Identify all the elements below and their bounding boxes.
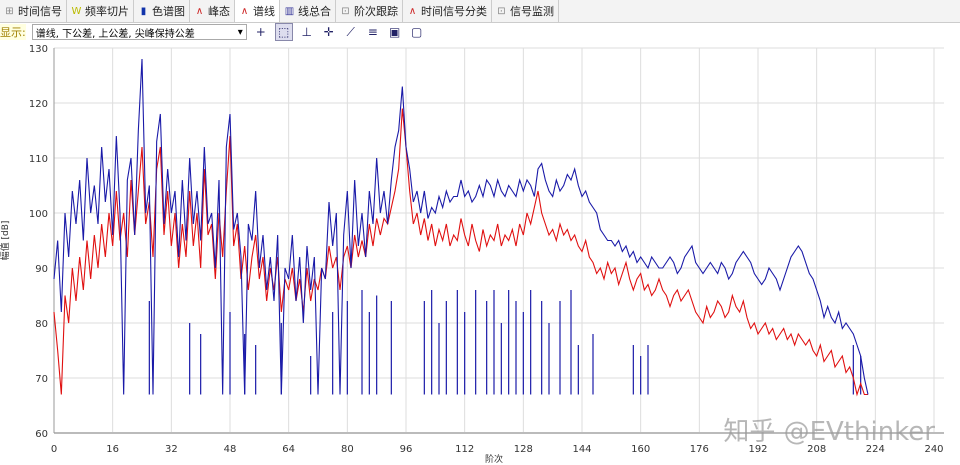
x-axis-label: 阶次 [485, 453, 503, 465]
add-cursor-icon[interactable]: + [255, 25, 266, 39]
tab-label: 阶次跟踪 [354, 5, 398, 18]
tab-time-signal[interactable]: ⊞ 时间信号 [0, 0, 67, 22]
x-tick-label: 48 [224, 444, 237, 455]
line-tool-icon[interactable]: ⟋ [346, 24, 355, 39]
x-tick-label: 80 [341, 444, 354, 455]
tab-label: 频率切片 [85, 5, 129, 18]
x-tick-label: 160 [631, 444, 650, 455]
y-tick-label: 120 [29, 99, 48, 110]
watermark: 知乎 @EVthinker [723, 417, 935, 447]
tab-signal-monitor[interactable]: ⊡ 信号监测 [492, 0, 559, 22]
bar-sum-icon: ▥ [284, 5, 295, 17]
time-classify-icon: ∧ [408, 5, 417, 17]
y-tick-label: 70 [35, 374, 48, 385]
order-tracking-icon: ⊡ [341, 5, 350, 17]
x-tick-label: 128 [514, 444, 533, 455]
x-tick-label: 112 [455, 444, 474, 455]
time-signal-icon: ⊞ [5, 5, 14, 17]
x-tick-label: 16 [106, 444, 119, 455]
tab-label: 时间信号 [18, 5, 62, 18]
tab-label: 谱线 [253, 5, 275, 18]
zoom-box-icon[interactable]: ⬚ [274, 23, 293, 41]
tab-spectrum[interactable]: ∧ 谱线 [235, 0, 280, 22]
x-tick-label: 96 [400, 444, 413, 455]
x-tick-label: 0 [51, 444, 57, 455]
camera-icon[interactable]: ▣ [389, 25, 401, 39]
display-select-value: 谱线, 下公差, 上公差, 尖峰保持公差 [35, 28, 195, 40]
chevron-down-icon: ▾ [237, 26, 243, 38]
tab-colormap[interactable]: ▮ 色谱图 [134, 0, 190, 22]
tab-peak[interactable]: ∧ 峰态 [190, 0, 235, 22]
spectrum-icon: ∧ [240, 5, 249, 17]
tab-bar: ⊞ 时间信号 W 频率切片 ▮ 色谱图 ∧ 峰态 ∧ 谱线 ▥ 线总合 ⊡ 阶次跟踪 ∧ 时间信号分类 ⊡ 信号监… [0, 0, 960, 23]
y-tick-label: 130 [29, 44, 48, 55]
y-axis-label: 幅值 [dB] [0, 221, 11, 261]
tab-order-tracking[interactable]: ⊡ 阶次跟踪 [336, 0, 403, 22]
tab-label: 色谱图 [152, 5, 185, 18]
y-tick-label: 60 [35, 429, 48, 440]
tab-label: 信号监测 [510, 5, 554, 18]
x-tick-label: 144 [572, 444, 591, 455]
toolbar: 显示: 谱线, 下公差, 上公差, 尖峰保持公差 ▾ + ⬚ ⊥ ✛ ⟋ ≡ ▣ … [0, 22, 960, 42]
x-tick-label: 208 [807, 444, 826, 455]
y-tick-label: 100 [29, 209, 48, 220]
tab-frequency-slice[interactable]: W 频率切片 [67, 0, 134, 22]
fit-icon[interactable]: ▢ [411, 25, 423, 39]
x-tick-label: 64 [282, 444, 295, 455]
x-tick-label: 240 [924, 444, 943, 455]
display-label: 显示: [0, 24, 26, 40]
y-tick-label: 110 [29, 154, 48, 165]
tab-label: 时间信号分类 [421, 5, 487, 18]
peak-icon: ∧ [195, 5, 204, 17]
tab-label: 线总合 [298, 5, 331, 18]
spectrum-series-line [53, 108, 868, 397]
signal-monitor-icon: ⊡ [497, 5, 506, 17]
y-tick-label: 80 [35, 319, 48, 330]
list-icon[interactable]: ≡ [367, 25, 378, 39]
x-tick-label: 176 [690, 444, 709, 455]
tab-bar-sum[interactable]: ▥ 线总合 [280, 0, 336, 22]
x-tick-label: 224 [866, 444, 885, 455]
tab-time-classify[interactable]: ∧ 时间信号分类 [403, 0, 492, 22]
frequency-slice-icon: W [71, 5, 82, 17]
upper-series-line [53, 58, 869, 395]
colormap-icon: ▮ [140, 5, 147, 17]
display-select[interactable]: 谱线, 下公差, 上公差, 尖峰保持公差 ▾ [31, 24, 247, 40]
zoom-y-icon[interactable]: ⊥ [301, 25, 312, 39]
tab-label: 峰态 [208, 5, 230, 18]
pan-icon[interactable]: ✛ [323, 25, 334, 39]
x-tick-label: 192 [748, 444, 767, 455]
y-tick-label: 90 [35, 264, 48, 275]
x-tick-label: 32 [165, 444, 178, 455]
